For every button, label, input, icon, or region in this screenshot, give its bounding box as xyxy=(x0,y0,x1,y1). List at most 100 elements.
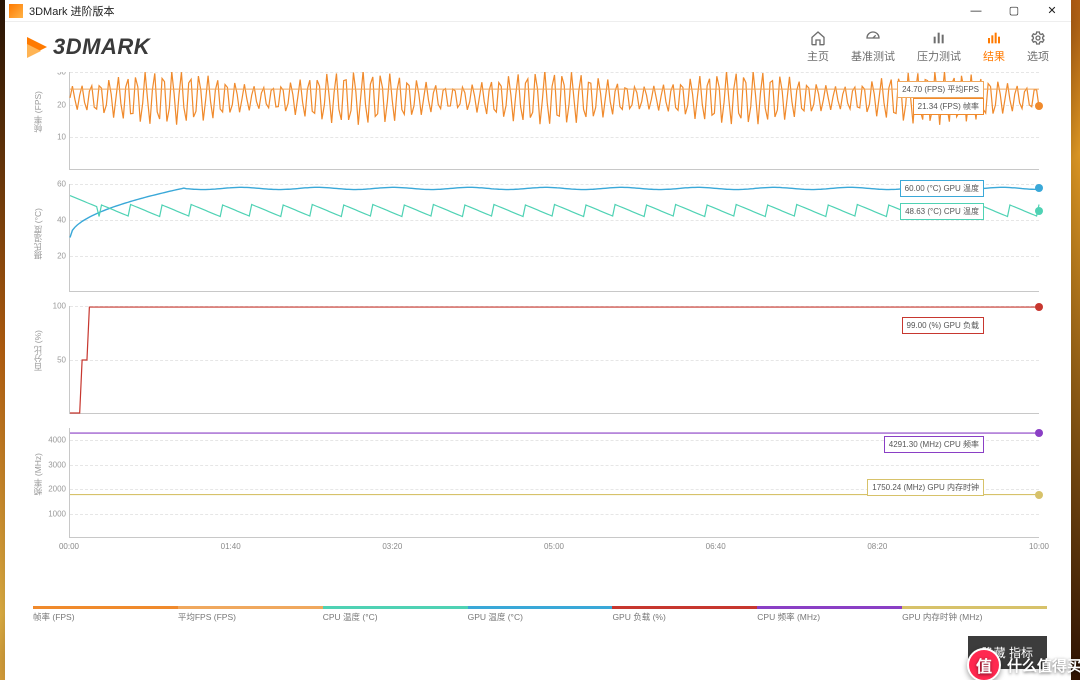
ytick: 4000 xyxy=(46,436,66,445)
ytick: 100 xyxy=(46,302,66,311)
ytick: 20 xyxy=(46,100,66,109)
maximize-button[interactable]: ▢ xyxy=(995,0,1033,22)
chart-temp: 摄氏温度 (°C)20406060.00 (°C) GPU 温度48.63 (°… xyxy=(69,184,1039,292)
window-controls: — ▢ ✕ xyxy=(957,0,1071,22)
legend-item[interactable]: 平均FPS (FPS) xyxy=(178,606,323,632)
time-tick: 08:20 xyxy=(867,542,887,551)
series-endpoint-dot xyxy=(1035,207,1043,215)
ylabel: 百分比 (%) xyxy=(32,330,44,371)
app-icon xyxy=(9,4,23,18)
nav-label: 基准测试 xyxy=(851,48,895,64)
chart-fps: 帧率 (FPS)10203024.70 (FPS) 平均FPS21.34 (FP… xyxy=(69,72,1039,170)
close-button[interactable]: ✕ xyxy=(1033,0,1071,22)
legend-label: 帧率 (FPS) xyxy=(33,611,178,623)
minimize-button[interactable]: — xyxy=(957,0,995,22)
callout: 99.00 (%) GPU 负载 xyxy=(902,317,984,334)
series-endpoint-dot xyxy=(1035,429,1043,437)
home-icon xyxy=(809,30,827,46)
time-tick: 00:00 xyxy=(59,542,79,551)
nav-item-home[interactable]: 主页 xyxy=(807,30,829,64)
legend-item[interactable]: GPU 内存时钟 (MHz) xyxy=(902,606,1047,632)
time-axis: 00:0001:4003:2005:0006:4008:2010:00 xyxy=(69,542,1039,556)
nav-item-gear[interactable]: 选项 xyxy=(1027,30,1049,64)
series-gpu-temp xyxy=(70,187,1039,237)
time-tick: 05:00 xyxy=(544,542,564,551)
charts-region: 帧率 (FPS)10203024.70 (FPS) 平均FPS21.34 (FP… xyxy=(33,72,1047,602)
legend-color-bar xyxy=(757,606,902,609)
callout: 21.34 (FPS) 帧率 xyxy=(913,98,984,115)
series-gpu-load xyxy=(70,307,1039,413)
watermark-text: 什么值得买 xyxy=(1007,655,1080,676)
ytick: 60 xyxy=(46,180,66,189)
legend-label: 平均FPS (FPS) xyxy=(178,611,323,623)
series-endpoint-dot xyxy=(1035,491,1043,499)
series-endpoint-dot xyxy=(1035,102,1043,110)
window-title: 3DMark 进阶版本 xyxy=(29,3,115,19)
footer: 隐藏 指标 xyxy=(33,632,1047,672)
desktop-background: 3DMark 进阶版本 — ▢ ✕ 3DMARK 主页基准测试压力测试结果选项 … xyxy=(0,0,1080,680)
series-fps xyxy=(70,72,1039,125)
gear-icon xyxy=(1029,30,1047,46)
result-icon xyxy=(985,30,1003,46)
legend-color-bar xyxy=(468,606,613,609)
ytick: 1000 xyxy=(46,509,66,518)
chart-svg xyxy=(70,184,1039,291)
ytick: 3000 xyxy=(46,460,66,469)
callout: 24.70 (FPS) 平均FPS xyxy=(897,81,984,98)
logo[interactable]: 3DMARK xyxy=(27,34,150,60)
legend-label: CPU 温度 (°C) xyxy=(323,611,468,623)
nav-label: 主页 xyxy=(807,48,829,64)
time-tick: 01:40 xyxy=(221,542,241,551)
series-cpu-temp xyxy=(70,196,1039,217)
legend-item[interactable]: GPU 温度 (°C) xyxy=(468,606,613,632)
nav-item-gauge[interactable]: 基准测试 xyxy=(851,30,895,64)
ytick: 10 xyxy=(46,133,66,142)
nav-item-result[interactable]: 结果 xyxy=(983,30,1005,64)
gauge-icon xyxy=(864,30,882,46)
legend-color-bar xyxy=(33,606,178,609)
logo-icon xyxy=(27,37,47,57)
app-window: 3DMark 进阶版本 — ▢ ✕ 3DMARK 主页基准测试压力测试结果选项 … xyxy=(5,0,1071,680)
legend-item[interactable]: 帧率 (FPS) xyxy=(33,606,178,632)
time-tick: 03:20 xyxy=(382,542,402,551)
nav-label: 选项 xyxy=(1027,48,1049,64)
legend-label: GPU 内存时钟 (MHz) xyxy=(902,611,1047,623)
legend-item[interactable]: CPU 温度 (°C) xyxy=(323,606,468,632)
nav-label: 结果 xyxy=(983,48,1005,64)
legend-color-bar xyxy=(323,606,468,609)
legend-label: CPU 频率 (MHz) xyxy=(757,611,902,623)
titlebar[interactable]: 3DMark 进阶版本 — ▢ ✕ xyxy=(5,0,1071,22)
time-tick: 06:40 xyxy=(706,542,726,551)
watermark: 值 什么值得买 xyxy=(967,648,1080,680)
legend-item[interactable]: GPU 负载 (%) xyxy=(612,606,757,632)
watermark-badge-icon: 值 xyxy=(967,648,1001,680)
legend-color-bar xyxy=(612,606,757,609)
legend-label: GPU 负载 (%) xyxy=(612,611,757,623)
ytick: 20 xyxy=(46,252,66,261)
chart-freq: 频率 (MHz)10002000300040004291.30 (MHz) CP… xyxy=(69,428,1039,538)
chart-svg xyxy=(70,72,1039,169)
series-endpoint-dot xyxy=(1035,184,1043,192)
bars-icon xyxy=(930,30,948,46)
ytick: 40 xyxy=(46,216,66,225)
logo-text: 3DMARK xyxy=(53,34,150,60)
legend-color-bar xyxy=(178,606,323,609)
legend: 帧率 (FPS)平均FPS (FPS)CPU 温度 (°C)GPU 温度 (°C… xyxy=(33,606,1047,632)
legend-item[interactable]: CPU 频率 (MHz) xyxy=(757,606,902,632)
callout: 60.00 (°C) GPU 温度 xyxy=(900,180,984,197)
ylabel: 摄氏温度 (°C) xyxy=(32,208,44,260)
callout: 1750.24 (MHz) GPU 内存时钟 xyxy=(867,479,984,496)
time-tick: 10:00 xyxy=(1029,542,1049,551)
chart-svg xyxy=(70,306,1039,413)
series-endpoint-dot xyxy=(1035,303,1043,311)
callout: 4291.30 (MHz) CPU 频率 xyxy=(884,436,984,453)
legend-label: GPU 温度 (°C) xyxy=(468,611,613,623)
legend-color-bar xyxy=(902,606,1047,609)
callout: 48.63 (°C) CPU 温度 xyxy=(900,203,984,220)
ylabel: 帧率 (FPS) xyxy=(32,91,44,133)
content: 帧率 (FPS)10203024.70 (FPS) 平均FPS21.34 (FP… xyxy=(5,72,1071,680)
ytick: 50 xyxy=(46,356,66,365)
nav-item-bars[interactable]: 压力测试 xyxy=(917,30,961,64)
nav-label: 压力测试 xyxy=(917,48,961,64)
ylabel: 频率 (MHz) xyxy=(32,453,44,496)
